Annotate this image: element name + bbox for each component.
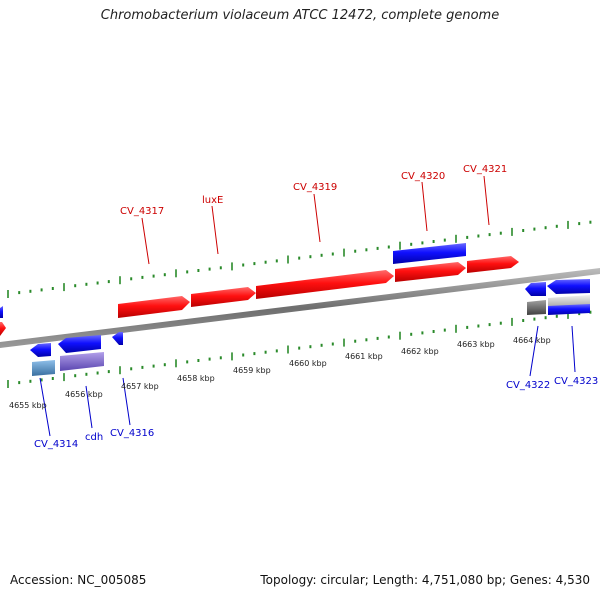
reverse-scale — [7, 310, 592, 388]
accession-text: Accession: NC_005085 — [10, 573, 147, 587]
tick-label: 4664 kbp — [513, 336, 551, 345]
gene-purple-block[interactable] — [60, 352, 104, 371]
label-cv4322[interactable]: CV_4322 — [506, 380, 550, 391]
label-cv4323[interactable]: CV_4323 — [554, 376, 598, 387]
tick-label: 4658 kbp — [177, 374, 215, 383]
gene-cv4317[interactable] — [118, 296, 190, 318]
tick-label: 4659 kbp — [233, 366, 271, 375]
forward-callouts — [141, 175, 490, 265]
reverse-callouts — [39, 325, 576, 437]
gene-cv4321[interactable] — [467, 256, 519, 273]
tick-label: 4656 kbp — [65, 390, 103, 399]
tick-label: 4663 kbp — [457, 340, 495, 349]
gene-fragment-left[interactable] — [0, 322, 6, 336]
label-cv4314[interactable]: CV_4314 — [34, 439, 78, 450]
map-title: Chromobacterium violaceum ATCC 12472, co… — [100, 8, 500, 23]
label-cv4317[interactable]: CV_4317 — [120, 206, 164, 217]
gene-steel-block[interactable] — [32, 360, 55, 376]
gene-cv4316[interactable] — [112, 332, 123, 345]
label-cv4319[interactable]: CV_4319 — [293, 182, 337, 193]
gene-gray-block[interactable] — [527, 300, 546, 315]
label-cv4320[interactable]: CV_4320 — [401, 171, 445, 182]
label-cv4316[interactable]: CV_4316 — [110, 428, 154, 439]
label-cdh[interactable]: cdh — [85, 432, 103, 443]
tick-label: 4655 kbp — [9, 401, 47, 410]
label-cv4321[interactable]: CV_4321 — [463, 164, 507, 175]
gene-cv4322[interactable] — [525, 282, 546, 296]
tick-label: 4661 kbp — [345, 352, 383, 361]
tick-label: 4660 kbp — [289, 359, 327, 368]
gene-cv4323[interactable] — [547, 279, 590, 294]
tick-label: 4662 kbp — [401, 347, 439, 356]
label-luxe[interactable]: luxE — [202, 195, 223, 206]
gene-fragment-left-blue[interactable] — [0, 306, 3, 318]
gene-cdh[interactable] — [58, 335, 101, 353]
genome-backbone — [0, 268, 600, 348]
gene-luxe[interactable] — [191, 287, 256, 307]
gene-cv4320-reverse[interactable] — [393, 243, 466, 264]
gene-light-block[interactable] — [548, 295, 590, 307]
tick-label: 4657 kbp — [121, 382, 159, 391]
gene-cv4314[interactable] — [30, 343, 51, 357]
gene-blue-strip[interactable] — [548, 304, 590, 315]
topology-text: Topology: circular; Length: 4,751,080 bp… — [260, 573, 590, 587]
forward-scale — [7, 220, 592, 298]
gene-cv4319[interactable] — [256, 270, 394, 299]
gene-cv4320[interactable] — [395, 262, 466, 282]
